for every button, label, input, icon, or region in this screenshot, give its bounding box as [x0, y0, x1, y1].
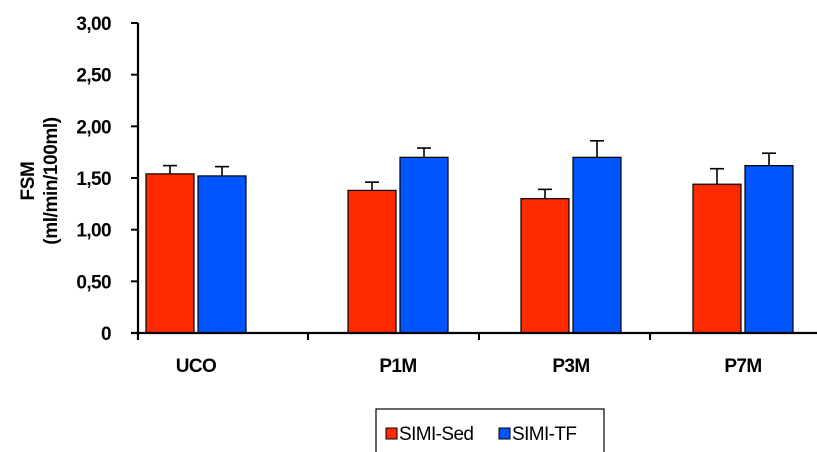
y-tick-label: 0,50 — [76, 272, 111, 293]
bar-simi-sed-p3m — [520, 198, 570, 334]
y-tick-labels: 0 0,50 1,00 1,50 2,00 2,50 3,00 — [76, 14, 111, 345]
legend: SIMI-Sed SIMI-TF — [375, 408, 605, 452]
legend-label-simi-tf: SIMI-TF — [512, 424, 576, 445]
y-tick-label: 2,50 — [76, 66, 111, 87]
bar-simi-sed-p1m — [347, 189, 397, 334]
bar-simi-sed-uco — [145, 173, 195, 334]
bar-simi-tf-p7m — [744, 165, 794, 334]
y-tick-label: 1,50 — [76, 169, 111, 190]
axes-layer — [131, 22, 817, 340]
bar-simi-tf-p3m — [572, 156, 622, 334]
x-category-label: P1M — [379, 356, 416, 377]
y-tick-label: 2,00 — [76, 117, 111, 138]
x-category-label: P3M — [552, 356, 589, 377]
y-tick-label: 1,00 — [76, 221, 111, 242]
y-tick-label: 3,00 — [76, 14, 111, 35]
legend-label-simi-sed: SIMI-Sed — [399, 424, 473, 445]
bar-simi-tf-uco — [197, 175, 247, 334]
error-bars-layer — [163, 140, 776, 199]
y-axis-title-line-1: FSM — [18, 162, 39, 201]
legend-box — [375, 408, 605, 452]
legend-swatch-simi-tf — [498, 427, 511, 440]
bar-simi-sed-p7m — [692, 183, 742, 334]
y-tick-label: 0 — [101, 324, 111, 345]
bar-simi-tf-p1m — [399, 156, 449, 334]
x-category-labels: UCO P1M P3M P7M — [176, 356, 762, 377]
bars-layer — [145, 156, 794, 334]
y-axis-title-line-2: (ml/min/100ml) — [41, 117, 62, 245]
x-category-label: P7M — [724, 356, 761, 377]
x-category-label: UCO — [176, 356, 216, 377]
legend-swatch-simi-sed — [385, 427, 398, 440]
y-axis-title: FSM (ml/min/100ml) — [18, 117, 62, 245]
